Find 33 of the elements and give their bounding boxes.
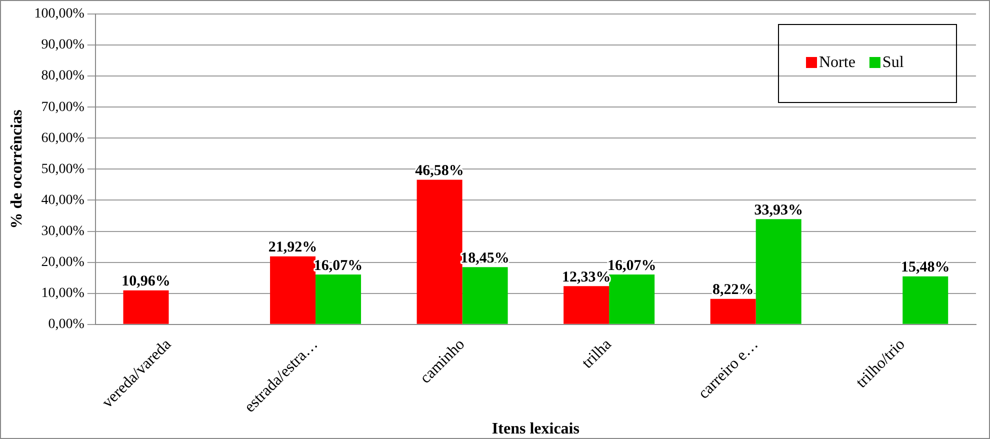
data-label: 46,58%	[415, 163, 464, 180]
bar	[123, 290, 169, 324]
y-tick-label: 100,00%	[34, 6, 85, 22]
bar	[316, 274, 362, 324]
legend-label: Sul	[882, 54, 904, 72]
y-tick-label: 60,00%	[41, 130, 85, 146]
data-label: 21,92%	[268, 240, 318, 256]
x-tick-label: trilha	[578, 336, 615, 372]
y-tick-label: 70,00%	[41, 100, 85, 115]
y-tick-label: 50,00%	[41, 162, 85, 177]
bar	[756, 219, 802, 324]
y-tick-label: 90,00%	[41, 38, 85, 53]
bar	[902, 276, 948, 324]
y-tick-label: 40,00%	[41, 192, 85, 208]
y-tick-label: 30,00%	[41, 224, 85, 239]
bar	[609, 274, 655, 324]
bar	[416, 180, 462, 324]
y-axis-title: % de ocorrências	[8, 110, 26, 229]
y-tick-label: 10,00%	[41, 286, 85, 302]
x-axis-title: Itens lexicais	[492, 420, 580, 438]
bar	[710, 298, 756, 324]
legend-label: Norte	[819, 54, 856, 72]
bar	[270, 256, 316, 324]
data-label: 16,07%	[607, 258, 656, 274]
y-tick-label: 20,00%	[41, 254, 85, 270]
data-label: 15,48%	[900, 260, 950, 276]
data-label: 8,22%	[712, 282, 754, 298]
y-tick-label: 0,00%	[48, 317, 85, 332]
y-tick-label: 80,00%	[41, 68, 85, 84]
data-label: 10,96%	[122, 274, 170, 290]
bar	[462, 267, 508, 324]
bar	[564, 286, 610, 324]
data-label: 33,93%	[754, 202, 803, 218]
